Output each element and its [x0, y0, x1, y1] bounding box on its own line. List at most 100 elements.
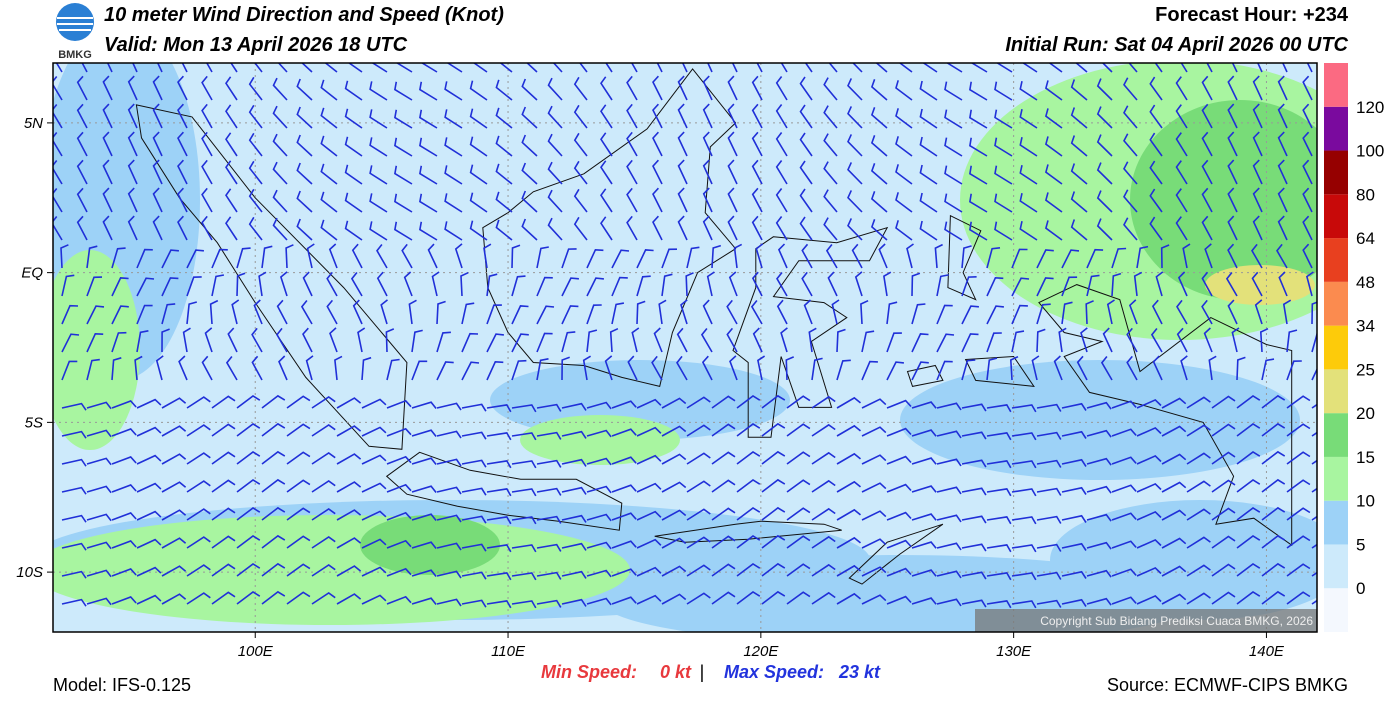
wind-barb	[61, 304, 79, 325]
wind-barb	[1036, 431, 1062, 440]
wind-barb	[611, 568, 637, 577]
wind-barb	[178, 355, 188, 381]
wind-barb	[729, 355, 738, 381]
x-tick-label: 100E	[238, 643, 274, 660]
wind-barb	[351, 243, 363, 269]
wind-barb	[994, 221, 1013, 241]
wind-barb	[1086, 597, 1112, 606]
wind-barb	[1211, 563, 1236, 577]
wind-barb	[1080, 327, 1088, 353]
wind-barb	[132, 63, 138, 73]
wind-barb	[1186, 536, 1211, 549]
wind-barb	[461, 332, 479, 353]
wind-barb	[311, 452, 336, 465]
wind-barb	[248, 160, 263, 185]
wind-barb	[1011, 330, 1025, 353]
wind-barb	[751, 159, 763, 185]
wind-barb	[1149, 132, 1163, 157]
wind-barb	[526, 63, 538, 73]
wind-barb	[686, 592, 711, 605]
separator: |	[700, 662, 705, 682]
wind-barb	[831, 299, 840, 325]
wind-barb	[736, 535, 761, 549]
wind-barb	[279, 271, 288, 297]
wind-barb	[1311, 367, 1317, 381]
wind-barb	[652, 131, 663, 157]
wind-barb	[536, 305, 555, 325]
wind-barb	[661, 481, 687, 493]
wind-barb	[86, 541, 112, 550]
wind-barb	[636, 249, 654, 269]
wind-barb	[870, 191, 888, 213]
wind-barb	[394, 109, 413, 129]
wind-barb	[702, 299, 713, 325]
wind-barb	[1261, 562, 1286, 577]
wind-barb	[61, 570, 87, 579]
wind-barb	[886, 539, 912, 549]
wind-barb	[1149, 160, 1163, 185]
wind-barb	[230, 63, 238, 73]
wind-barb	[86, 485, 112, 494]
wind-barb	[1252, 75, 1263, 101]
wind-barb	[81, 63, 88, 73]
wind-barb	[136, 510, 162, 521]
wind-barb	[251, 327, 263, 353]
wind-barb	[61, 360, 78, 381]
y-tick-label: EQ	[21, 265, 43, 282]
wind-barb	[861, 360, 878, 381]
wind-barb	[706, 271, 715, 297]
wind-barb	[911, 541, 937, 549]
wind-barb	[1085, 300, 1094, 325]
wind-barb	[436, 361, 454, 381]
wind-barb	[436, 514, 462, 523]
wind-barb	[1044, 164, 1063, 185]
wind-barb	[1252, 131, 1263, 157]
wind-barb	[936, 304, 953, 325]
wind-barb	[1227, 187, 1238, 213]
wind-barb	[161, 509, 187, 521]
wind-barb	[211, 535, 236, 549]
wind-barb	[911, 333, 929, 353]
wind-barb	[875, 63, 888, 73]
wind-barb	[936, 274, 949, 297]
wind-barb	[961, 245, 972, 269]
wind-barb	[1236, 563, 1261, 577]
wind-barb	[394, 137, 413, 157]
wind-barb	[1133, 271, 1143, 297]
wind-barb	[472, 63, 488, 73]
wind-barb	[1161, 425, 1187, 437]
wind-barb	[1203, 327, 1213, 353]
wind-barb	[808, 327, 817, 353]
wind-barb	[411, 457, 437, 465]
wind-barb	[1070, 163, 1088, 185]
wind-barb	[1186, 564, 1211, 577]
wind-barb	[1211, 423, 1236, 437]
wind-barb	[495, 79, 513, 101]
wind-barb	[444, 193, 463, 213]
colorbar-label: 100	[1356, 142, 1384, 161]
wind-barb	[1011, 544, 1037, 553]
wind-barb	[186, 276, 202, 297]
wind-barb	[1009, 355, 1019, 381]
wind-barb	[702, 187, 713, 213]
wind-barb	[102, 131, 113, 157]
wind-barb	[1111, 272, 1122, 297]
wind-barb	[236, 272, 246, 297]
wind-barb	[600, 216, 613, 241]
wind-barb	[547, 161, 563, 185]
wind-barb	[1011, 600, 1037, 609]
wind-barb	[1036, 303, 1051, 325]
wind-barb	[1261, 534, 1286, 549]
wind-barb	[728, 271, 738, 297]
wind-barb	[1201, 103, 1213, 129]
wind-barb	[1186, 508, 1211, 521]
wind-barb	[320, 219, 338, 241]
wind-barb	[911, 429, 937, 437]
wind-barb	[1126, 327, 1138, 353]
wind-barb	[1276, 243, 1288, 269]
wind-barb	[919, 164, 938, 185]
wind-barb	[561, 331, 576, 353]
wind-barb	[658, 299, 667, 325]
wind-barb	[561, 486, 587, 495]
wind-barb	[961, 571, 987, 580]
